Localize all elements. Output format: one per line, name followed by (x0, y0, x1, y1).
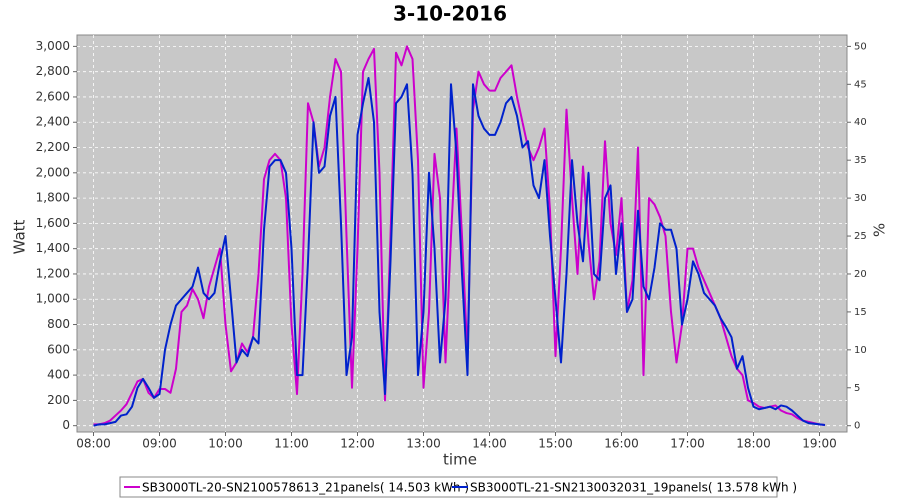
legend-label: SB3000TL-20-SN2100578613_21panels( 14.50… (142, 481, 469, 495)
y2-tick-label: 15 (854, 307, 867, 318)
x-tick-label: 14:00 (472, 437, 507, 451)
y-tick-label: 1,200 (36, 266, 70, 280)
y-tick-label: 1,600 (36, 216, 70, 230)
y-tick-label: 2,400 (36, 115, 70, 129)
y2-tick-label: 5 (854, 383, 860, 394)
y-tick-label: 2,200 (36, 140, 70, 154)
y-tick-label: 800 (47, 317, 70, 331)
x-axis-title: time (443, 451, 477, 469)
y-axis-title: Watt (11, 219, 29, 254)
y-tick-label: 2,000 (36, 165, 70, 179)
x-tick-label: 10:00 (208, 437, 243, 451)
x-tick-label: 16:00 (604, 437, 639, 451)
y2-tick-label: 45 (854, 79, 867, 90)
y2-tick-label: 25 (854, 231, 867, 242)
y-tick-label: 400 (47, 368, 70, 382)
series-line (93, 45, 826, 427)
y-tick-label: 600 (47, 342, 70, 356)
y2-tick-label: 50 (854, 41, 867, 52)
y2-tick-label: 35 (854, 155, 867, 166)
y2-tick-label: 30 (854, 193, 867, 204)
series-line (93, 76, 826, 427)
y-tick-label: 1,000 (36, 292, 70, 306)
y-tick-label: 2,600 (36, 89, 70, 103)
y-tick-label: 1,400 (36, 241, 70, 255)
legend (119, 476, 778, 498)
y2-axis-title: % (871, 223, 889, 237)
x-tick-label: 12:00 (340, 437, 375, 451)
x-tick-label: 13:00 (406, 437, 441, 451)
x-tick-label: 19:00 (802, 437, 837, 451)
y2-tick-label: 10 (854, 345, 867, 356)
y-tick-label: 200 (47, 393, 70, 407)
x-tick-label: 17:00 (670, 437, 705, 451)
y-tick-label: 3,000 (36, 39, 70, 53)
legend-label: SB3000TL-21-SN2130032031_19panels( 13.57… (470, 481, 797, 495)
x-tick-label: 08:00 (76, 437, 111, 451)
y-tick-label: 1,800 (36, 191, 70, 205)
y2-tick-label: 40 (854, 117, 867, 128)
x-tick-label: 15:00 (538, 437, 573, 451)
chart-title: 3-10-2016 (393, 2, 507, 26)
y-tick-label: 2,800 (36, 64, 70, 78)
x-tick-label: 09:00 (142, 437, 177, 451)
y-tick-label: 0 (62, 418, 70, 432)
x-tick-label: 11:00 (274, 437, 309, 451)
y2-tick-label: 20 (854, 269, 867, 280)
x-tick-label: 18:00 (736, 437, 771, 451)
y2-tick-label: 0 (854, 421, 860, 432)
